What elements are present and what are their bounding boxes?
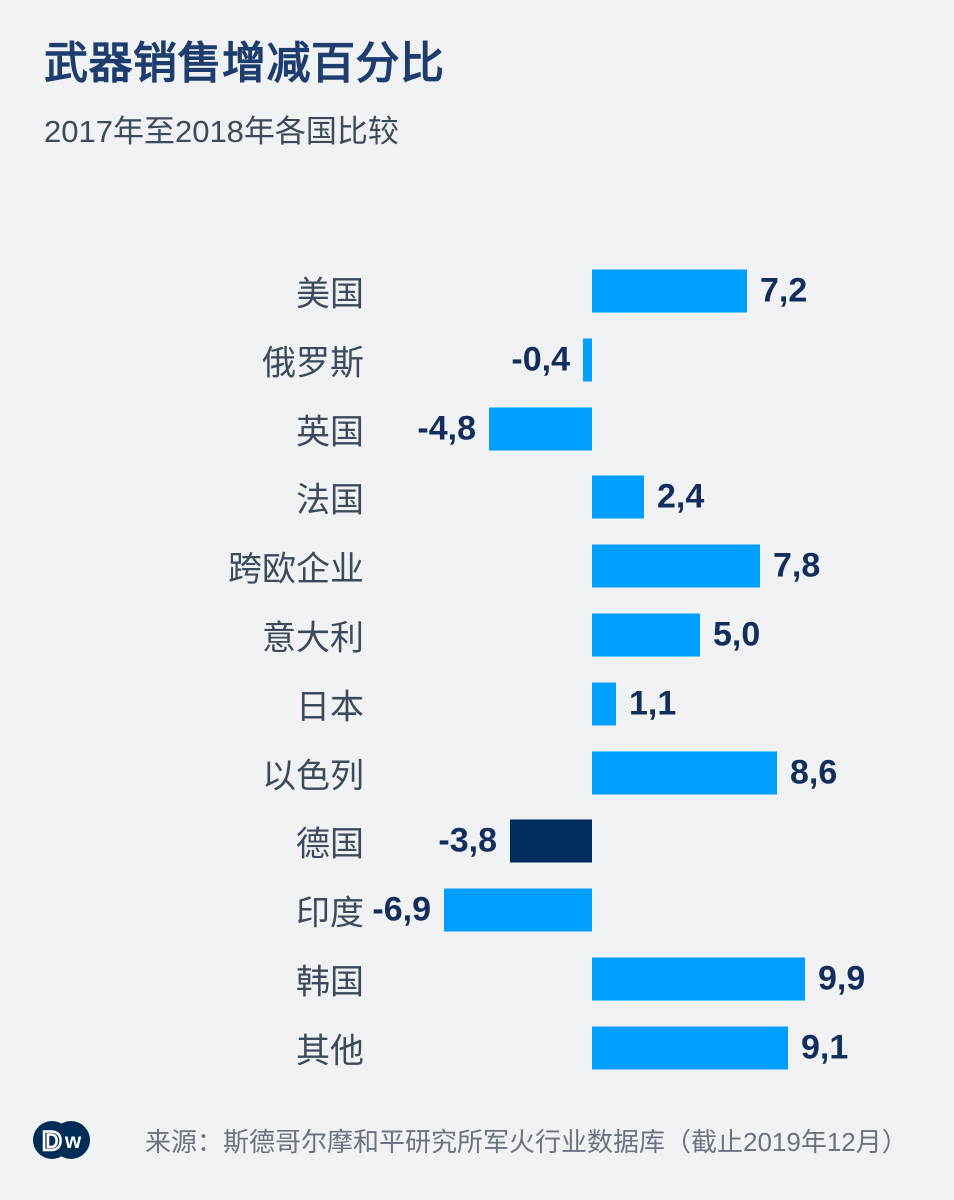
- category-label: 德国: [296, 825, 364, 863]
- bar-positive: [592, 269, 747, 312]
- bar-positive: [592, 957, 805, 1000]
- category-label: 意大利: [262, 619, 364, 657]
- category-label: 其他: [296, 1032, 364, 1070]
- bar-positive: [592, 544, 760, 587]
- bar-chart: 美国 7,2 俄罗斯 -0,4 英国 -4,8 法国 2,4 跨欧企业 7,8 意大利 5,0 日本 1,…: [0, 256, 954, 1082]
- chart-row: 意大利 5,0: [0, 600, 954, 669]
- category-label: 印度: [296, 894, 364, 932]
- chart-row: 法国 2,4: [0, 462, 954, 531]
- chart-row: 日本 1,1: [0, 669, 954, 738]
- chart-row: 印度 -6,9: [0, 875, 954, 944]
- value-label: 7,8: [773, 546, 821, 584]
- bar-positive: [592, 613, 700, 656]
- bar-negative: [444, 888, 592, 931]
- value-label: -3,8: [438, 821, 497, 859]
- bar-positive: [592, 751, 777, 794]
- chart-row: 韩国 9,9: [0, 944, 954, 1013]
- value-label: 7,2: [760, 271, 808, 309]
- bar-positive: [592, 682, 616, 725]
- chart-row: 德国 -3,8: [0, 806, 954, 875]
- value-label: 9,9: [818, 959, 866, 997]
- bar-negative: [583, 338, 592, 381]
- footer: D w 来源：斯德哥尔摩和平研究所军火行业数据库（截止2019年12月）: [33, 1120, 933, 1160]
- category-label: 英国: [296, 413, 364, 451]
- bar-negative: [510, 819, 592, 862]
- category-label: 俄罗斯: [262, 344, 364, 382]
- value-label: 5,0: [713, 615, 761, 653]
- value-label: 2,4: [657, 477, 705, 515]
- value-label: 8,6: [790, 753, 838, 791]
- category-label: 以色列: [262, 757, 364, 795]
- value-label: -0,4: [511, 340, 570, 378]
- chart-row: 其他 9,1: [0, 1013, 954, 1082]
- bar-negative: [489, 407, 592, 450]
- value-label: -6,9: [372, 890, 431, 928]
- page-subtitle: 2017年至2018年各国比较: [44, 114, 399, 149]
- bar-positive: [592, 475, 644, 518]
- svg-text:D: D: [42, 1126, 62, 1156]
- bar-positive: [592, 1026, 788, 1069]
- chart-row: 以色列 8,6: [0, 738, 954, 807]
- category-label: 跨欧企业: [228, 550, 364, 588]
- category-label: 美国: [296, 275, 364, 313]
- dw-logo-icon: D w: [33, 1121, 90, 1159]
- category-label: 韩国: [296, 963, 364, 1001]
- page-title: 武器销售增减百分比: [44, 39, 445, 88]
- chart-row: 美国 7,2: [0, 256, 954, 325]
- category-label: 法国: [296, 481, 364, 519]
- value-label: -4,8: [417, 409, 476, 447]
- category-label: 日本: [296, 688, 364, 726]
- chart-row: 英国 -4,8: [0, 394, 954, 463]
- chart-row: 跨欧企业 7,8: [0, 531, 954, 600]
- value-label: 9,1: [801, 1028, 849, 1066]
- value-label: 1,1: [629, 684, 677, 722]
- svg-text:w: w: [64, 1130, 82, 1153]
- chart-header: 武器销售增减百分比 2017年至2018年各国比较: [44, 36, 445, 152]
- source-text: 来源：斯德哥尔摩和平研究所军火行业数据库（截止2019年12月）: [145, 1126, 908, 1157]
- chart-row: 俄罗斯 -0,4: [0, 325, 954, 394]
